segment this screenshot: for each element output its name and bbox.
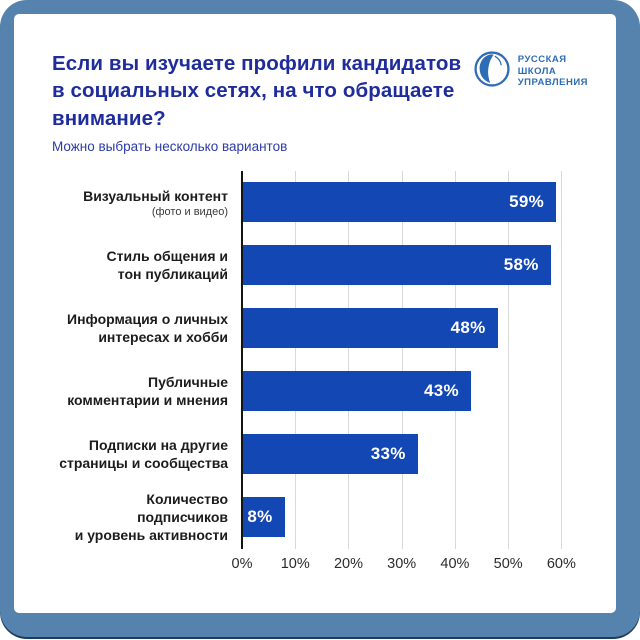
- bar-value-label: 43%: [423, 381, 459, 401]
- bar-track: 8%: [242, 486, 588, 549]
- gridline: [401, 170, 403, 549]
- category-sublabel: (фото и видео): [151, 205, 228, 218]
- bar-value-label: 33%: [370, 444, 406, 464]
- logo-line-2: школа: [517, 65, 557, 77]
- logo: Русская школа управления: [473, 50, 588, 93]
- x-axis-tick: 30%: [387, 555, 417, 572]
- survey-question-title: Если вы изучаете профили кандидатов в со…: [52, 52, 462, 130]
- infographic-card: Если вы изучаете профили кандидатов в со…: [14, 14, 616, 613]
- bar: 8%: [242, 497, 285, 538]
- bar-track: 59%: [242, 171, 588, 234]
- bar: 58%: [242, 245, 551, 286]
- title-block: Если вы изучаете профили кандидатов в со…: [52, 50, 466, 154]
- logo-line-3: управления: [517, 77, 588, 89]
- bar-track: 58%: [242, 234, 588, 297]
- category-label-cell: Подписки на другие страницы и сообщества: [52, 423, 228, 486]
- x-axis-tick: 10%: [280, 555, 310, 572]
- gridline: [295, 170, 297, 549]
- plot: 59% 58% 48% 43% 33% 8%: [241, 170, 588, 549]
- x-axis-tick: 50%: [493, 555, 523, 572]
- category-label: Стиль общения и тон публикаций: [106, 247, 229, 283]
- category-label: Визуальный контент: [83, 187, 228, 204]
- bar: 33%: [242, 434, 418, 475]
- bar-value-label: 48%: [450, 318, 486, 338]
- bar: 48%: [242, 308, 498, 349]
- plot-area: 59% 58% 48% 43% 33% 8%: [232, 170, 588, 575]
- logo-face-icon: [473, 50, 511, 93]
- category-label-cell: Информация о личных интересах и хобби: [52, 297, 228, 360]
- survey-subtitle: Можно выбрать несколько вариантов: [52, 138, 288, 154]
- bar-track: 48%: [242, 297, 588, 360]
- category-labels: Визуальный контент (фото и видео) Стиль …: [52, 171, 228, 575]
- bar: 59%: [242, 182, 557, 223]
- gridline: [561, 170, 563, 549]
- category-label-cell: Стиль общения и тон публикаций: [52, 234, 229, 297]
- bar-track: 33%: [242, 423, 588, 486]
- bar-value-label: 59%: [509, 192, 545, 212]
- header: Если вы изучаете профили кандидатов в со…: [52, 50, 588, 154]
- gridline: [348, 170, 350, 549]
- bar-value-label: 8%: [247, 507, 273, 527]
- logo-text: Русская школа управления: [518, 54, 588, 88]
- category-label: Количество подписчиков и уровень активно…: [74, 490, 228, 544]
- category-label-cell: Публичные комментарии и мнения: [52, 360, 228, 423]
- category-label: Информация о личных интересах и хобби: [67, 310, 228, 346]
- category-label: Подписки на другие страницы и сообщества: [59, 436, 228, 472]
- gridline: [508, 170, 510, 549]
- x-axis-tick: 60%: [546, 555, 576, 572]
- bar-chart: Визуальный контент (фото и видео) Стиль …: [52, 170, 588, 575]
- category-label-cell: Визуальный контент (фото и видео): [52, 171, 228, 234]
- x-axis-tick: 20%: [333, 555, 363, 572]
- bar-track: 43%: [242, 360, 588, 423]
- bar: 43%: [242, 371, 471, 412]
- x-axis: 0% 10% 20% 30% 40% 50% 60%: [232, 549, 588, 575]
- bar-value-label: 58%: [503, 255, 539, 275]
- category-label: Публичные комментарии и мнения: [67, 373, 228, 409]
- logo-line-1: Русская: [517, 54, 567, 66]
- category-label-cell: Количество подписчиков и уровень активно…: [52, 486, 228, 549]
- gridline: [454, 170, 456, 549]
- y-axis-line: [241, 170, 243, 549]
- x-axis-tick: 40%: [440, 555, 470, 572]
- x-axis-tick: 0%: [231, 555, 253, 572]
